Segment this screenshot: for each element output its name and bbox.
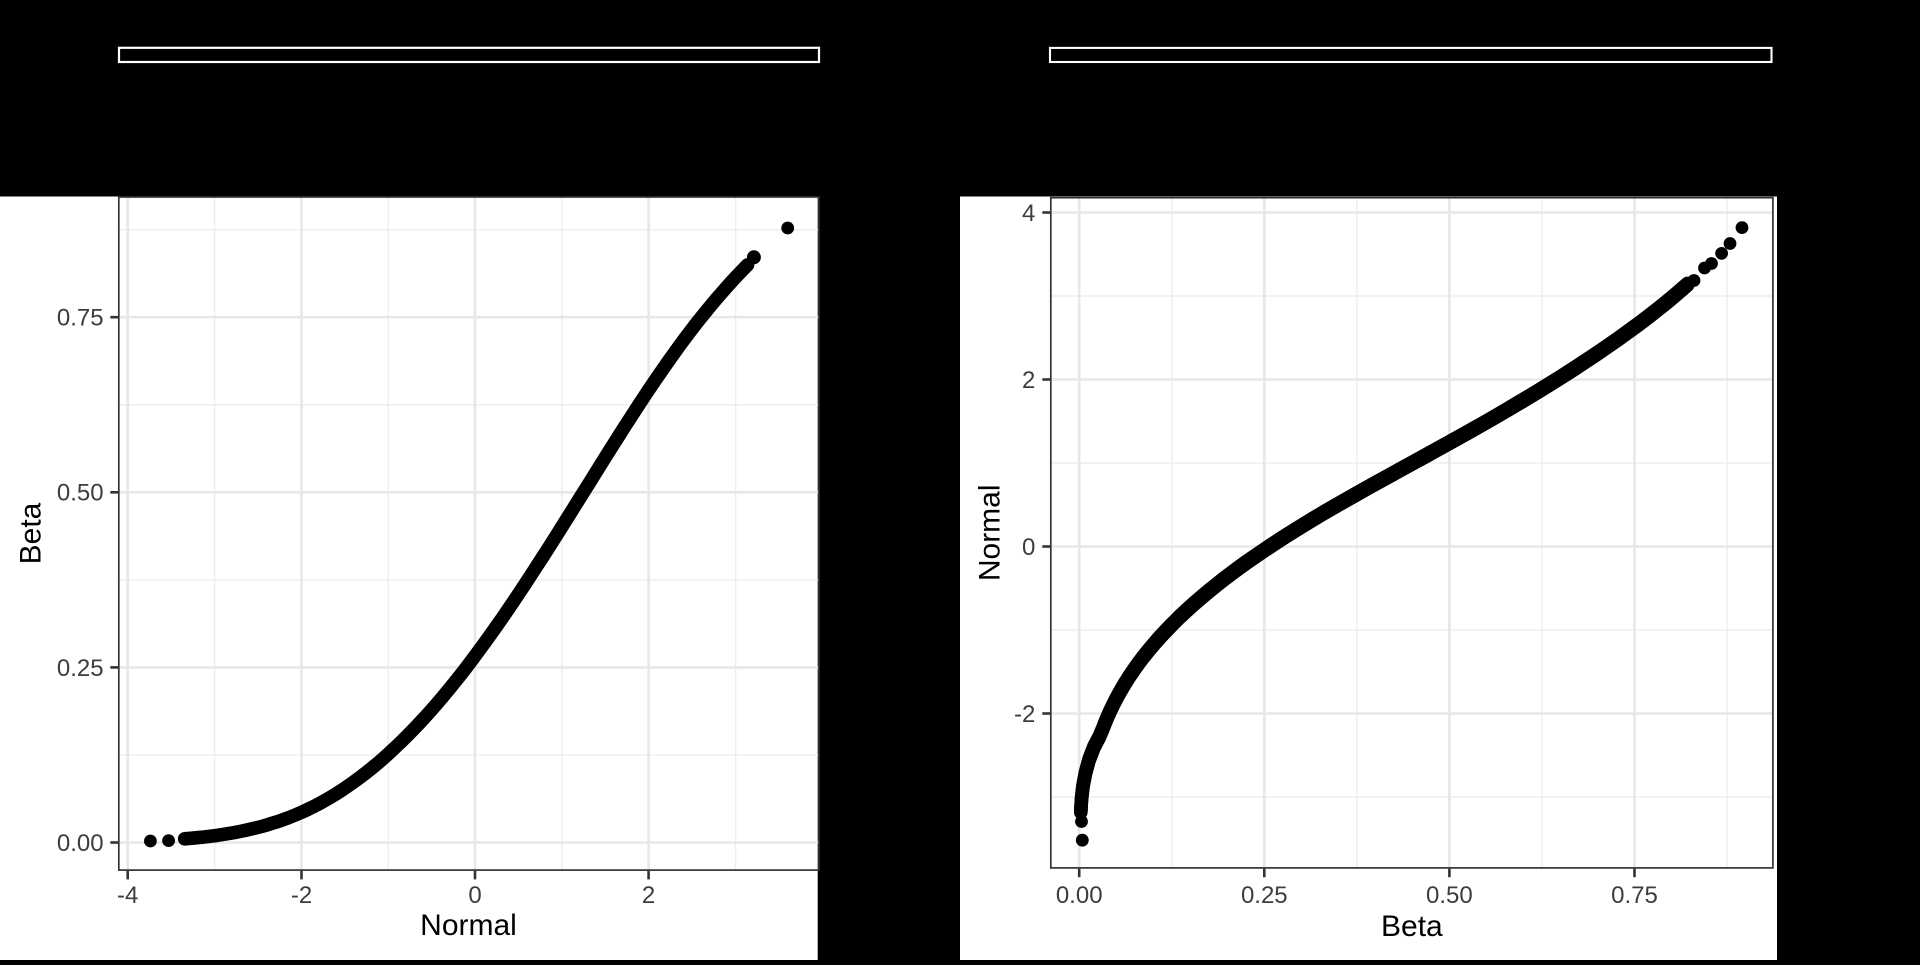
- svg-text:0.25: 0.25: [57, 655, 104, 682]
- svg-text:Normal: Normal: [420, 909, 517, 942]
- svg-text:0.00: 0.00: [1056, 882, 1103, 909]
- svg-text:0.00: 0.00: [57, 830, 104, 857]
- svg-text:2: 2: [642, 882, 655, 909]
- svg-text:-4: -4: [117, 882, 138, 909]
- svg-text:0.50: 0.50: [57, 480, 104, 507]
- svg-text:Normal: Normal: [973, 484, 1006, 581]
- svg-text:0.50: 0.50: [1426, 882, 1473, 909]
- svg-text:0.75: 0.75: [1611, 882, 1658, 909]
- svg-text:Beta: Beta: [15, 502, 48, 564]
- svg-text:0.25: 0.25: [1241, 882, 1288, 909]
- svg-text:-2: -2: [291, 882, 312, 909]
- svg-text:4: 4: [1022, 200, 1035, 227]
- svg-text:-2: -2: [1014, 701, 1035, 728]
- svg-text:0: 0: [1022, 534, 1035, 561]
- svg-text:2: 2: [1022, 367, 1035, 394]
- svg-text:0: 0: [468, 882, 481, 909]
- svg-text:Beta: Beta: [1381, 910, 1443, 943]
- svg-text:0.75: 0.75: [57, 305, 104, 332]
